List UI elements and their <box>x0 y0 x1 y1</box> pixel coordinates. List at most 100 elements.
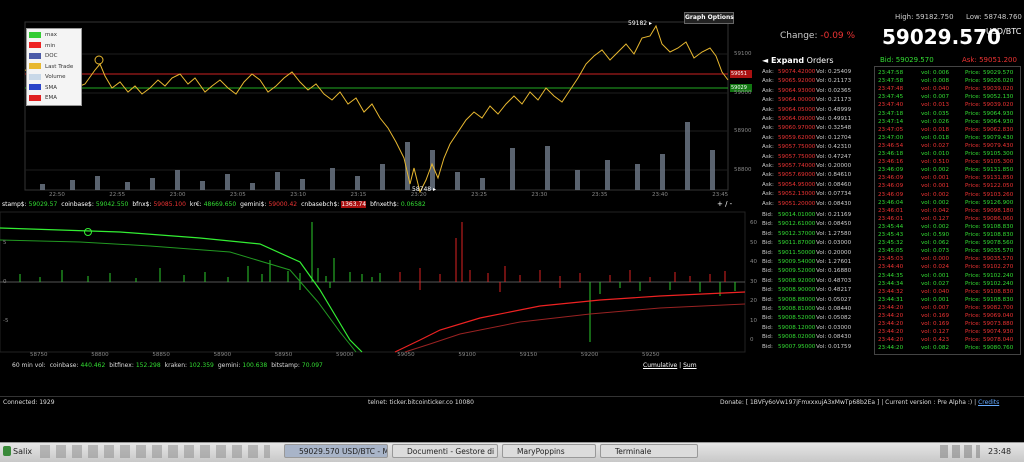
vol-label: Vol: <box>816 191 827 198</box>
trade-price: 59122.050 <box>983 183 1014 190</box>
bid-vol: 0.05082 <box>828 315 852 322</box>
bid-vol: 1.27580 <box>828 230 852 237</box>
trade-time: 23:44:20 <box>878 321 904 328</box>
bid-tag-label: 59029 <box>731 85 747 91</box>
taskbar-window[interactable]: MaryPoppins <box>502 444 596 458</box>
start-button[interactable]: Salix <box>13 447 33 456</box>
trade-row: 23:44:34 vol: 0.027 Price: 59102.240 <box>875 280 1020 288</box>
trade-vol: 0.002 <box>933 199 950 206</box>
bid-label: Bid: <box>762 240 773 247</box>
x-tick-label: 23:45 <box>712 192 729 198</box>
trade-time: 23:46:09 <box>878 175 904 182</box>
trade-price: 59126.900 <box>983 199 1014 206</box>
vol-label: Vol: <box>816 259 827 265</box>
ask-label: Ask: <box>762 200 774 207</box>
high-value: 59182.750 <box>915 13 954 21</box>
trade-time: 23:46:09 <box>878 183 904 190</box>
low-value: 58748.760 <box>984 13 1022 21</box>
sum-mode[interactable]: Sum <box>683 362 697 369</box>
legend-item: Volume <box>29 73 65 82</box>
taskbar-window[interactable]: 59029.570 USD/BTC - M... <box>284 444 388 458</box>
tray-icons[interactable] <box>940 445 980 458</box>
ask-vol: 0.42310 <box>828 144 852 151</box>
legend-label: Last Trade <box>45 63 74 70</box>
exchange-label: kr€: <box>189 201 202 208</box>
trade-vol-label: vol: <box>921 142 932 149</box>
trade-time: 23:46:09 <box>878 167 904 174</box>
order-book: Ask: 59074.42000 Vol: 0.25409 Ask: 59065.9200… <box>760 68 870 354</box>
ask-value: 59051.200 <box>979 56 1017 64</box>
vol-label: Vol: <box>816 144 827 151</box>
trade-price-label: Price: <box>965 167 981 174</box>
trade-price-label: Price: <box>965 175 981 182</box>
trade-row: 23:45:03 vol: 0.000 Price: 59035.570 <box>875 255 1020 263</box>
ask-price: 59064.93000 <box>778 87 816 94</box>
bid-row: Bid: 59008.88000 Vol: 0.05027 <box>760 296 870 304</box>
trade-price-label: Price: <box>965 296 981 303</box>
ask-label: Ask: <box>762 144 774 151</box>
taskbar-window[interactable]: Terminale <box>600 444 698 458</box>
volume-value: 102.359 <box>189 362 214 369</box>
legend-item: EMA <box>29 94 57 103</box>
vol-label: Vol: <box>816 97 827 104</box>
ask-label: Ask: <box>762 69 774 75</box>
zoom-control[interactable]: + / - <box>717 200 733 208</box>
trade-price-label: Price: <box>965 142 981 149</box>
bid-label: Bid: <box>762 212 773 218</box>
ask-vol: 0.48999 <box>828 106 852 113</box>
trade-time: 23:47:58 <box>878 78 904 85</box>
trade-time: 23:44:20 <box>878 313 904 319</box>
x-tick-label: 23:15 <box>350 192 367 198</box>
last-price: 59029.570 <box>882 25 1001 49</box>
volume-value: 440.462 <box>80 362 106 369</box>
bid-price: 59009.54000 <box>778 259 816 265</box>
trade-vol: 0.000 <box>933 256 950 263</box>
trade-row: 23:45:43 vol: 0.590 Price: 59108.830 <box>875 231 1020 239</box>
depth-y-right-label: 60 <box>750 220 757 226</box>
x-tick-label: 23:05 <box>229 192 246 198</box>
trade-time: 23:45:43 <box>878 232 904 238</box>
trade-time: 23:47:18 <box>878 110 904 117</box>
orders-header: ◄ Expand Orders <box>762 56 834 65</box>
x-tick-label: 23:20 <box>410 192 427 198</box>
trade-row: 23:46:09 vol: 0.001 Price: 59122.050 <box>875 182 1020 190</box>
y-tick-label: 59000 <box>734 89 752 96</box>
vol-label: Vol: <box>816 249 827 256</box>
trade-vol-label: vol: <box>921 78 932 85</box>
trade-price-label: Price: <box>965 110 981 117</box>
trade-vol-label: vol: <box>921 183 932 190</box>
trade-price-label: Price: <box>965 329 981 336</box>
trade-row: 23:45:32 vol: 0.062 Price: 59078.560 <box>875 239 1020 247</box>
depth-y-left-label: 0 <box>3 279 7 285</box>
ask-label: Ask: <box>762 78 774 85</box>
donate: Donate: [ 1BVFy6oVw197jFmxxxujA3xMwTp68b… <box>720 399 999 406</box>
ask-vol: 0.25409 <box>828 69 852 75</box>
launcher-icons[interactable] <box>40 445 270 458</box>
legend-swatch <box>29 63 41 69</box>
expand-button[interactable]: ◄ Expand <box>762 56 805 65</box>
bid-row: Bid: 59012.37000 Vol: 1.27580 <box>760 230 870 238</box>
trade-price: 59078.040 <box>983 337 1014 344</box>
trade-row: 23:46:09 vol: 0.002 Price: 59131.850 <box>875 166 1020 174</box>
x-tick-label: 22:55 <box>109 192 126 198</box>
ask-price: 59060.97000 <box>778 125 816 132</box>
ask-vol: 0.32548 <box>828 125 852 132</box>
taskbar-window[interactable]: Documenti - Gestore di ... <box>392 444 498 458</box>
trade-vol: 0.062 <box>933 240 950 247</box>
start-icon <box>3 446 11 456</box>
graph-options-button[interactable]: Graph Options <box>684 12 734 24</box>
trade-price-label: Price: <box>965 70 981 76</box>
clock: 23:48 <box>988 447 1012 456</box>
trade-vol-label: vol: <box>921 304 932 311</box>
trade-vol: 0.007 <box>933 94 950 101</box>
legend-label: max <box>45 32 57 38</box>
unit: USD/BTC <box>986 27 1022 36</box>
ask-depth <box>394 291 746 353</box>
credits-link[interactable]: Credits <box>978 399 1000 406</box>
trade-vol-label: vol: <box>921 264 932 271</box>
trade-vol: 0.008 <box>933 78 950 85</box>
legend-label: SMA <box>45 84 57 91</box>
cumulative-mode[interactable]: Cumulative <box>643 362 678 369</box>
legend-label: Volume <box>45 74 66 80</box>
